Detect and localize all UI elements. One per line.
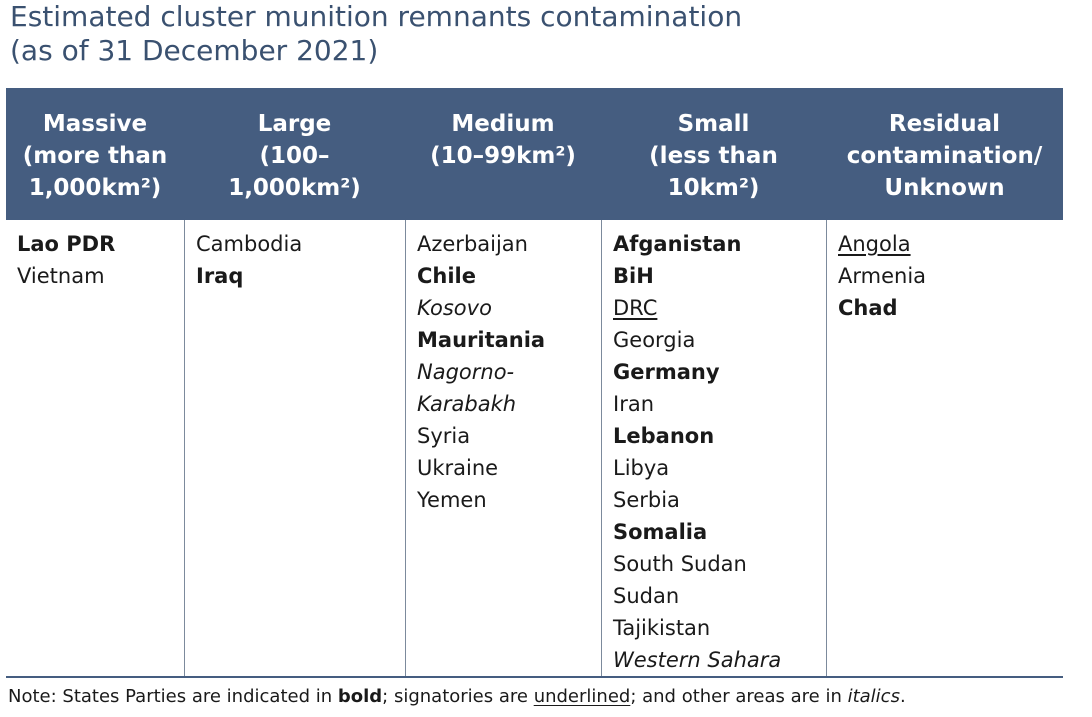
country-item: Nagorno- — [417, 360, 515, 384]
country-item: Armenia — [838, 264, 927, 288]
legend-note: Note: States Parties are indicated in bo… — [8, 684, 906, 710]
header-massive-line: (more than — [22, 143, 168, 169]
country-item: DRC — [613, 296, 658, 320]
country-item: Lebanon — [613, 424, 715, 448]
country-item: Lao PDR — [17, 232, 116, 256]
country-item: Iraq — [196, 264, 244, 288]
country-item: Azerbaijan — [417, 232, 528, 256]
header-small-line: (less than — [649, 143, 778, 169]
table-bottom-rule — [6, 676, 1063, 678]
country-item: Western Sahara — [613, 648, 782, 672]
country-item: Chile — [417, 264, 477, 288]
header-massive-line: Massive — [42, 111, 148, 137]
column-large: Cambodia Iraq — [184, 220, 406, 676]
country-item: Chad — [838, 296, 898, 320]
header-medium-line: Medium — [451, 111, 555, 137]
note-text: ; signatories are — [382, 686, 534, 707]
header-small-line: 10km²) — [667, 175, 760, 201]
country-list-large: Cambodia Iraq — [196, 228, 302, 292]
country-item: Angola — [838, 232, 911, 256]
country-item: South Sudan — [613, 552, 747, 576]
header-small-line: Small — [677, 111, 750, 137]
country-item: Sudan — [613, 584, 680, 608]
header-large: Large (100– 1,000km²) — [184, 108, 405, 204]
header-large-line: (100– — [259, 143, 330, 169]
title-line-2: (as of 31 December 2021) — [10, 34, 379, 67]
note-underline-example: underlined — [533, 686, 631, 707]
note-bold-example: bold — [337, 686, 383, 707]
contamination-table: Massive (more than 1,000km²) Large (100–… — [6, 88, 1063, 678]
country-item: Mauritania — [417, 328, 546, 352]
country-list-massive: Lao PDR Vietnam — [17, 228, 115, 292]
country-item: Syria — [417, 424, 471, 448]
header-massive: Massive (more than 1,000km²) — [6, 108, 184, 204]
country-item: Karabakh — [417, 392, 517, 416]
country-item: Libya — [613, 456, 670, 480]
country-item: Cambodia — [196, 232, 303, 256]
country-item: BiH — [613, 264, 654, 288]
country-item: Somalia — [613, 520, 708, 544]
table-header: Massive (more than 1,000km²) Large (100–… — [6, 88, 1063, 220]
column-massive: Lao PDR Vietnam — [6, 220, 184, 676]
page-title: Estimated cluster munition remnants cont… — [10, 0, 1070, 68]
header-large-line: Large — [257, 111, 332, 137]
header-small: Small (less than 10km²) — [601, 108, 826, 204]
header-medium: Medium (10–99km²) — [405, 108, 601, 172]
header-medium-line: (10–99km²) — [430, 143, 576, 169]
country-list-small: Afganistan BiH DRC Georgia Germany Iran Lebano… — [613, 228, 781, 676]
country-item: Georgia — [613, 328, 696, 352]
country-item: Yemen — [417, 488, 487, 512]
header-massive-line: 1,000km²) — [28, 175, 162, 201]
country-item: Vietnam — [17, 264, 105, 288]
header-residual-line: Residual — [888, 111, 1001, 137]
column-small: Afganistan BiH DRC Georgia Germany Iran Lebano… — [601, 220, 827, 676]
country-item: Afganistan — [613, 232, 742, 256]
country-item: Ukraine — [417, 456, 499, 480]
country-item: Serbia — [613, 488, 680, 512]
header-residual-line: contamination/ — [846, 143, 1043, 169]
header-residual-line: Unknown — [884, 175, 1005, 201]
column-medium: Azerbaijan Chile Kosovo Mauritania Nagorno- K… — [405, 220, 602, 676]
note-italic-example: italics — [847, 686, 900, 707]
note-text: ; and other areas are in — [630, 686, 848, 707]
country-item: Tajikistan — [613, 616, 711, 640]
note-text: . — [899, 686, 906, 707]
country-list-medium: Azerbaijan Chile Kosovo Mauritania Nagorno- K… — [417, 228, 545, 516]
country-item: Kosovo — [417, 296, 492, 320]
header-large-line: 1,000km²) — [228, 175, 361, 201]
column-residual: Angola Armenia Chad — [826, 220, 1064, 676]
title-line-1: Estimated cluster munition remnants cont… — [10, 0, 743, 33]
header-residual: Residual contamination/ Unknown — [826, 108, 1063, 204]
country-list-residual: Angola Armenia Chad — [838, 228, 926, 324]
country-item: Iran — [613, 392, 655, 416]
country-item: Germany — [613, 360, 720, 384]
note-text: Note: States Parties are indicated in — [8, 686, 338, 707]
